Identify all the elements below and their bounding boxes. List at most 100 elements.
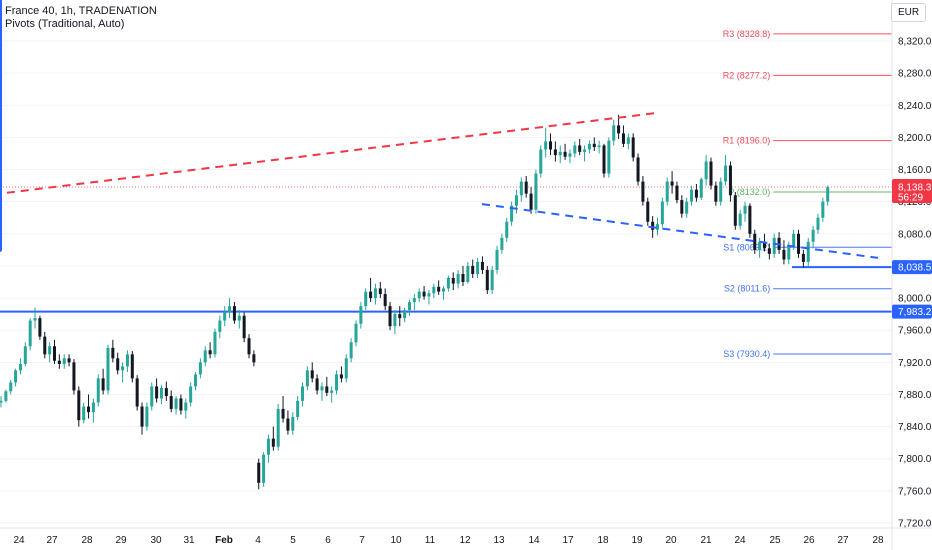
candle-body [4, 391, 8, 401]
horizontal-levels [0, 186, 892, 313]
candle-body [23, 346, 27, 364]
candle-body [305, 370, 309, 387]
candle-body [806, 241, 810, 262]
candle-body [393, 314, 397, 327]
candle-body [500, 237, 504, 250]
time-tick-label: 27 [46, 535, 58, 546]
candle-body [456, 273, 460, 284]
candle-body [383, 294, 387, 307]
candle-body [728, 165, 732, 196]
candle-body [101, 378, 105, 391]
candle-body [797, 233, 801, 254]
candle-body [641, 181, 645, 202]
candle-body [228, 306, 232, 313]
candle-body [373, 288, 377, 299]
candle-body [432, 286, 436, 294]
candle-body [826, 187, 830, 202]
level-price-tag [892, 304, 932, 319]
level-price-value: 7,983.2 [898, 307, 932, 318]
symbol-title[interactable]: France 40, 1h, TRADENATION [5, 5, 157, 17]
time-tick-label: 24 [13, 535, 25, 546]
candle-body [510, 205, 514, 222]
candle-body [631, 137, 635, 158]
grid [0, 40, 892, 524]
price-tick-label: 8,280.0 [898, 69, 932, 80]
candle-body [232, 306, 236, 321]
candle-body [417, 291, 421, 299]
candle-body [549, 141, 553, 150]
candle-body [77, 390, 81, 421]
candle-body [87, 406, 91, 413]
candle-body [787, 245, 791, 260]
price-tick-label: 8,240.0 [898, 101, 932, 112]
candle-body [617, 125, 621, 134]
candle-body [636, 157, 640, 182]
time-tick-label: 27 [837, 535, 849, 546]
candle-body [388, 306, 392, 327]
candle-body [704, 161, 708, 180]
candle-body [743, 205, 747, 214]
candle-body [91, 402, 95, 413]
candle-body [252, 354, 256, 363]
time-tick-label: 30 [150, 535, 162, 546]
time-tick-label: 19 [631, 535, 643, 546]
candle-body [626, 137, 630, 144]
time-axis[interactable]: 24 27 28 29 30 31 Feb 4 5 6 7 10 11 12 13 14 17 18 19 20 21 2… [0, 527, 932, 546]
time-tick-label: 29 [115, 535, 127, 546]
price-tick-label: 8,160.0 [898, 165, 932, 176]
candle-body [106, 347, 110, 391]
time-tick-label: Feb [215, 535, 233, 546]
time-tick-label: 31 [183, 535, 195, 546]
candle-body [213, 331, 217, 355]
time-tick-label: 4 [255, 535, 261, 546]
candle-body [121, 366, 125, 371]
candle-body [286, 418, 290, 431]
candle-body [179, 398, 183, 411]
currency-button[interactable]: EUR [891, 3, 926, 22]
candle-body [694, 189, 698, 198]
candle-body [772, 237, 776, 254]
candle-body [738, 213, 742, 226]
candle-body [558, 151, 562, 156]
indicator-title[interactable]: Pivots (Traditional, Auto) [5, 18, 125, 30]
candle-body [461, 273, 465, 282]
candle-body [801, 253, 805, 262]
pivot-label: P (8132.0) [728, 187, 770, 197]
candle-body [82, 406, 86, 421]
candle-body [524, 181, 528, 194]
candle-body [583, 149, 587, 152]
price-axis[interactable]: 8,320.08,280.08,240.08,200.08,160.08,120… [891, 0, 932, 550]
candle-body [271, 438, 275, 447]
candle-body [767, 248, 771, 254]
time-tick-label: 11 [425, 535, 436, 546]
candle-body [276, 408, 280, 447]
candle-body [237, 315, 241, 321]
candle-body [816, 217, 820, 230]
pivot-label: S1 (8063.2) [723, 242, 770, 252]
candle-body [514, 195, 518, 206]
candle-body [14, 370, 18, 383]
candle-body [442, 288, 446, 292]
candle-body [310, 370, 314, 379]
candle-body [490, 269, 494, 291]
candle-body [169, 396, 173, 409]
candle-body [339, 374, 343, 379]
candle-body [359, 306, 363, 324]
time-tick-label: 13 [493, 535, 505, 546]
candle-body [437, 286, 441, 292]
candle-body [38, 318, 42, 337]
candle-body [354, 323, 358, 343]
pivot-levels: R3 (8328.8) R2 (8277.2) R1 (8196.0) P (8132… [723, 29, 892, 359]
candle-body [135, 378, 139, 407]
candle-body [748, 205, 752, 234]
candle-body [719, 181, 723, 202]
candle-body [330, 390, 334, 393]
candle-body [758, 241, 762, 250]
candle-body [164, 388, 168, 397]
candle-body [602, 145, 606, 174]
candle-body [529, 193, 533, 210]
candle-body [446, 277, 450, 289]
candle-body [262, 454, 266, 483]
candle-body [320, 386, 324, 391]
